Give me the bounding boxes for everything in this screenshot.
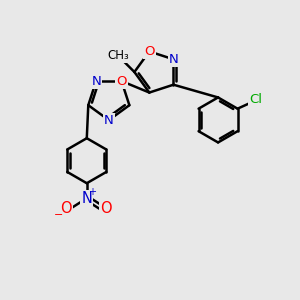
Text: N: N [81, 191, 92, 206]
Text: −: − [54, 210, 64, 220]
Text: +: + [88, 187, 96, 196]
Text: O: O [60, 201, 72, 216]
Text: N: N [91, 75, 101, 88]
Text: O: O [100, 201, 112, 216]
Text: Cl: Cl [249, 93, 262, 106]
Text: N: N [104, 114, 114, 127]
Text: N: N [169, 53, 178, 66]
Text: CH₃: CH₃ [107, 49, 129, 62]
Text: O: O [144, 45, 154, 58]
Text: O: O [116, 75, 127, 88]
